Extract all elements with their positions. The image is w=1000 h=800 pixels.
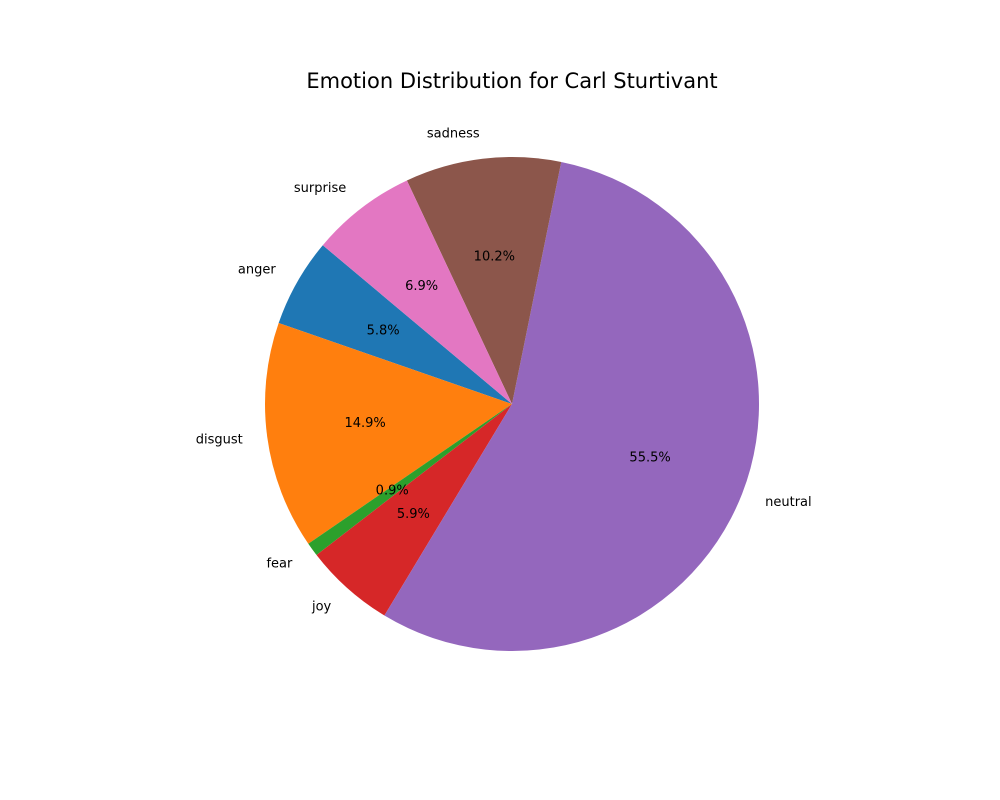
slice-label-sadness: sadness xyxy=(427,127,480,142)
slice-percent-anger: 5.8% xyxy=(367,323,400,338)
slice-label-fear: fear xyxy=(266,556,293,571)
slice-percent-joy: 5.9% xyxy=(397,507,430,522)
slice-label-neutral: neutral xyxy=(765,495,812,510)
pie-slice-joy xyxy=(316,404,512,616)
slice-percent-sadness: 10.2% xyxy=(474,249,515,264)
slice-percent-disgust: 14.9% xyxy=(344,416,385,431)
slice-label-surprise: surprise xyxy=(294,181,346,196)
pie-slice-disgust xyxy=(265,323,512,544)
chart-title: Emotion Distribution for Carl Sturtivant xyxy=(306,69,717,93)
slice-percent-neutral: 55.5% xyxy=(629,450,670,465)
pie-slice-fear xyxy=(308,404,512,555)
pie-slices xyxy=(265,157,760,652)
slice-percent-fear: 0.9% xyxy=(376,484,409,499)
slice-label-joy: joy xyxy=(311,599,332,614)
slice-percent-surprise: 6.9% xyxy=(405,279,438,294)
slice-label-disgust: disgust xyxy=(196,433,243,448)
pie-slice-anger xyxy=(278,245,512,404)
slice-label-anger: anger xyxy=(238,262,276,277)
pie-slice-sadness xyxy=(406,157,562,404)
pie-slice-surprise xyxy=(322,180,512,404)
pie-labels: anger 5.8% disgust 14.9% fear 0.9% joy 5.9% neut… xyxy=(196,127,812,615)
pie-slice-neutral xyxy=(384,161,760,652)
